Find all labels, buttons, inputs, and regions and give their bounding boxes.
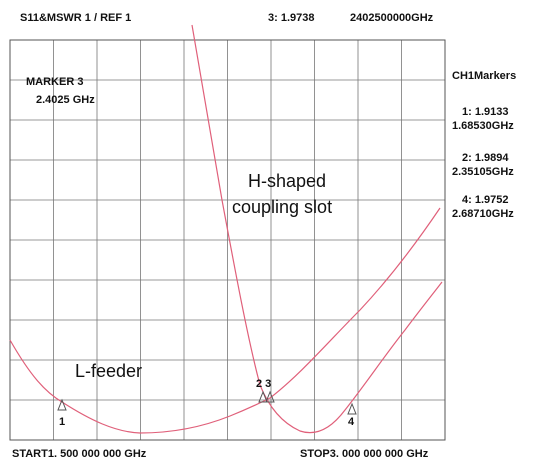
trace-l-feeder — [9, 207, 441, 434]
trace-label: S11&MSWR 1 / REF 1 — [20, 12, 131, 24]
marker-freq: 2402500000GHz — [350, 12, 434, 24]
marker-flag — [347, 402, 357, 415]
marker-item-value: 2: 1.9894 — [462, 152, 509, 164]
annotation: H-shaped — [248, 171, 326, 191]
marker-item-freq: 2.68710GHz — [452, 208, 514, 220]
start-label: START1. 500 000 000 GHz — [12, 448, 147, 460]
marker-value: 3: 1.9738 — [268, 12, 314, 24]
plot-frame — [9, 39, 446, 441]
marker-label: 2 3 — [256, 378, 271, 390]
marker-flag — [265, 390, 275, 403]
marker-item-freq: 1.68530GHz — [452, 120, 514, 132]
annotation: coupling slot — [232, 197, 332, 217]
annotation: L-feeder — [75, 361, 142, 381]
marker-item-value: 4: 1.9752 — [462, 194, 508, 206]
trace-h-slot — [191, 24, 443, 434]
marker-flag — [57, 398, 67, 411]
marker-item-value: 1: 1.9133 — [462, 106, 508, 118]
grid — [10, 40, 445, 440]
marker-item-freq: 2.35105GHz — [452, 166, 514, 178]
marker-label: 1 — [59, 416, 65, 428]
stop-label: STOP3. 000 000 000 GHz — [300, 448, 429, 460]
marker-label: 4 — [348, 416, 355, 428]
marker-flag — [258, 390, 268, 403]
active-marker-freq: 2.4025 GHz — [36, 94, 95, 106]
marker-list-title: CH1Markers — [452, 70, 516, 82]
active-marker: MARKER 3 — [26, 76, 83, 88]
